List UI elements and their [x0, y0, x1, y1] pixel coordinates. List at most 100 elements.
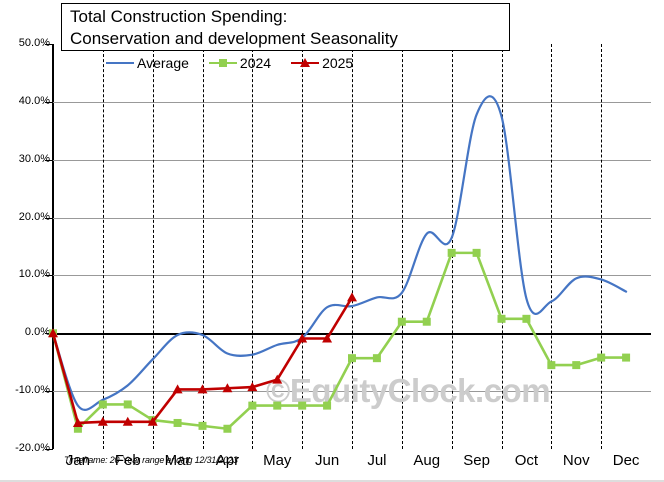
marker-triangle-2025 [347, 292, 357, 302]
chart-legend: Average 2024 2025 [106, 55, 353, 71]
marker-triangle-2025 [97, 416, 108, 426]
x-axis-tick-label-jan: Jan [65, 452, 90, 469]
series-line-2024 [51, 251, 628, 431]
marker-square-2024 [348, 354, 356, 363]
plot-area [53, 44, 651, 449]
gridline-vertical [401, 44, 403, 449]
legend-item-average[interactable]: Average [106, 55, 189, 71]
y-axis-tick [45, 217, 53, 219]
gridline-vertical [451, 44, 453, 449]
marker-square-2024 [422, 317, 431, 326]
y-axis-tick-label: 20.0% [18, 210, 50, 223]
marker-triangle-2025 [322, 333, 333, 343]
gridline-vertical [501, 44, 503, 449]
timeframe-footnote: Timeframe: 20-Year range ending 12/31/20… [64, 455, 238, 465]
marker-square-2024 [572, 361, 581, 370]
marker-triangle-2025 [147, 416, 158, 426]
marker-triangle-2025 [122, 416, 133, 426]
x-axis-labels: Jan Feb Mar Apr May Jun Jul Aug Sep Oct Nov Dec [53, 452, 651, 472]
gridline-vertical [252, 44, 254, 449]
y-axis-tick-label: -20.0% [15, 442, 50, 454]
x-axis-tick-label-nov: Nov [562, 452, 590, 469]
legend-swatch-2024 [208, 57, 237, 69]
legend-swatch-average [106, 57, 134, 69]
marker-square-2024 [522, 314, 531, 323]
marker-square-2024 [223, 424, 232, 433]
marker-square-2024 [123, 400, 132, 409]
x-axis-tick-label-apr: Apr [215, 452, 240, 469]
legend-item-2024[interactable]: 2024 [208, 55, 272, 71]
x-axis-tick-label-feb: Feb [114, 452, 141, 469]
marker-square-2024 [173, 418, 182, 427]
marker-square-2024 [472, 248, 481, 257]
y-axis-labels: 50.0% 40.0% 30.0% 20.0% 10.0% 0.0% -10.0% -20.0… [0, 37, 50, 454]
marker-square-2024 [298, 401, 307, 410]
gridline-vertical [302, 44, 304, 449]
marker-triangle-2025 [222, 383, 233, 393]
marker-square-2024 [198, 421, 207, 430]
marker-square-2024 [273, 401, 282, 410]
page-bottom-border [0, 480, 664, 482]
watermark: ©EquityClock.com [266, 372, 551, 410]
marker-triangle-2025 [272, 374, 283, 384]
marker-triangle-2025 [72, 417, 83, 427]
legend-label: 2025 [322, 55, 354, 71]
y-axis-tick [45, 449, 53, 450]
marker-square-2024 [248, 401, 257, 410]
marker-square-2024 [597, 353, 606, 362]
x-axis-tick-label-aug: Aug [413, 452, 441, 469]
series-line-average [51, 95, 628, 411]
y-axis-tick-label: 50.0% [18, 37, 50, 49]
marker-square-2024 [372, 354, 381, 363]
x-axis-tick-label-may: May [263, 452, 292, 469]
x-axis-tick-label-mar: Mar [164, 452, 191, 469]
gridline-vertical [102, 44, 104, 449]
y-axis-tick-label: -10.0% [15, 384, 50, 397]
gridline-vertical [352, 44, 353, 449]
marker-square-2024 [447, 248, 456, 257]
x-axis-tick-label-jun: Jun [314, 452, 340, 469]
y-axis-tick [45, 391, 53, 393]
y-axis-tick-label: 30.0% [18, 152, 50, 165]
x-axis-tick-label-oct: Oct [514, 452, 539, 469]
marker-triangle-2025 [197, 384, 208, 394]
chart-title-box: Total Construction Spending: Conservatio… [61, 3, 510, 51]
marker-square-2024 [622, 353, 631, 362]
gridline-vertical [152, 44, 154, 449]
x-axis-tick-label-dec: Dec [612, 452, 640, 469]
marker-square-2024 [547, 361, 556, 370]
y-axis-tick-label: 10.0% [18, 268, 50, 281]
x-axis-tick-label-sep: Sep [463, 452, 490, 469]
legend-label: 2024 [239, 55, 272, 71]
legend-marker-square [218, 59, 227, 67]
y-axis-tick [45, 275, 53, 277]
legend-marker-triangle [300, 58, 311, 67]
marker-triangle-2025 [297, 333, 308, 343]
y-axis-tick [45, 44, 53, 45]
legend-item-2025[interactable]: 2025 [291, 55, 353, 71]
marker-square-2024 [98, 400, 107, 409]
legend-label: Average [137, 55, 189, 71]
marker-triangle-2025 [247, 382, 258, 392]
y-axis-tick-label: 40.0% [18, 94, 50, 107]
legend-swatch-2025 [291, 57, 320, 69]
gridline-vertical [202, 44, 204, 449]
marker-square-2024 [323, 401, 332, 410]
marker-square-2024 [497, 314, 506, 323]
marker-triangle-2025 [48, 328, 58, 338]
watermark-text: EquityClock.com [289, 372, 551, 409]
y-axis-line [52, 44, 54, 449]
x-axis-tick-label-jul: Jul [367, 452, 387, 469]
y-axis-tick [45, 101, 53, 103]
page-title-line2: Conservation and development Seasonality [70, 29, 398, 48]
gridline-vertical [601, 44, 603, 449]
page-title-line1: Total Construction Spending: [70, 7, 288, 26]
gridline-vertical [551, 44, 553, 449]
y-axis-tick-label: 0.0% [24, 326, 50, 339]
marker-square-2024 [397, 317, 406, 326]
marker-triangle-2025 [172, 384, 183, 394]
y-axis-tick [45, 159, 53, 161]
marker-square-2024 [73, 424, 82, 433]
